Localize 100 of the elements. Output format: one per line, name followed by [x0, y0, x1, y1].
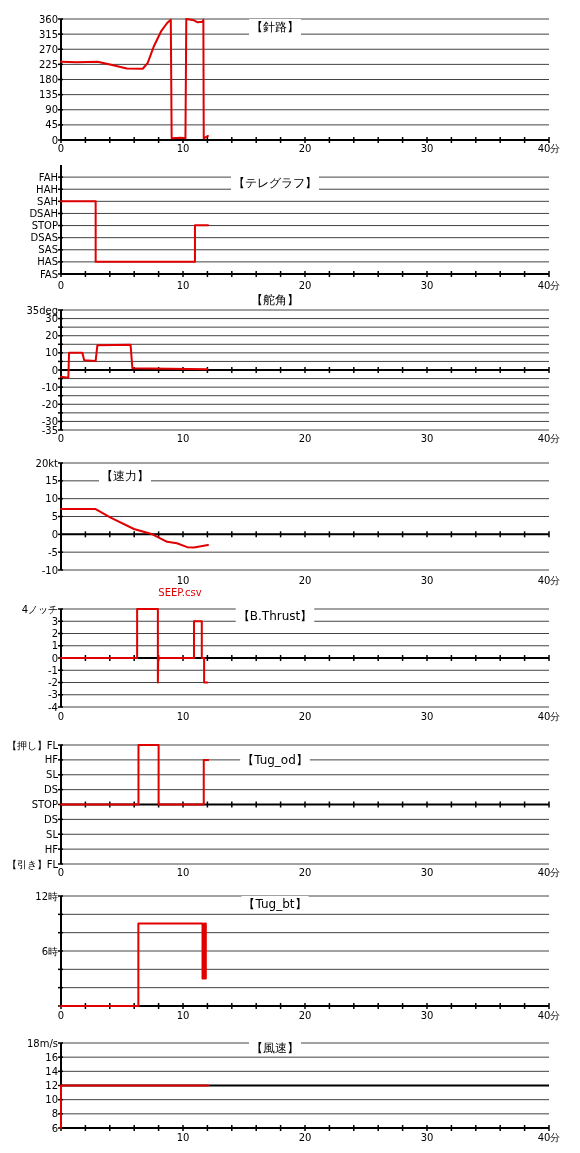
text: 【速力】 [101, 469, 149, 483]
y-tick-label: 15 [45, 475, 58, 487]
category-label: FAS [39, 268, 58, 280]
x-tick-label: 30 [420, 280, 434, 291]
text: SEEP.csv [158, 587, 202, 598]
x-tick-label: 40分 [537, 280, 561, 291]
y-tick-label: 360 [38, 13, 58, 25]
x-tick-label: 10 [176, 867, 190, 878]
category-label: SAS [38, 244, 58, 256]
category-label: DS [43, 784, 58, 796]
x-tick-label: 10 [176, 433, 190, 444]
x-tick-label: 30 [420, 1010, 434, 1021]
chart-title: 【風速】 [251, 1041, 299, 1055]
x-tick-label: 30 [420, 711, 434, 722]
x-tick-label: 20 [298, 1132, 312, 1143]
y-tick-label: -30 [41, 415, 58, 427]
x-tick-label: 20 [298, 143, 312, 154]
y-tick-label: -5 [48, 546, 58, 558]
y-tick-label: 10 [45, 493, 58, 505]
y-tick-label: 225 [38, 58, 58, 70]
y-tick-label: 14 [45, 1065, 58, 1077]
y-tick-label: 0 [51, 652, 58, 664]
y-tick-label: -3 [48, 689, 58, 701]
category-label: FAH [38, 171, 58, 183]
x-tick-label: 20 [298, 1010, 312, 1021]
x-tick-label: 30 [420, 575, 434, 586]
y-tick-label: 0 [51, 134, 58, 146]
category-label: HF [44, 754, 58, 766]
y-tick-label: 315 [38, 28, 58, 40]
chart-title: 【針路】 [251, 20, 299, 34]
y-tick-label: 6 [51, 1122, 58, 1134]
y-tick-label: 45 [45, 119, 58, 131]
chart-title: 【B.Thrust】 [237, 609, 313, 623]
y-tick-label: 270 [38, 43, 58, 55]
x-tick-label: 40分 [537, 711, 561, 722]
y-tick-label: 12 [45, 1080, 58, 1091]
line-series [60, 508, 210, 549]
x-tick-label: 40分 [537, 575, 561, 586]
x-tick-label: 30 [420, 433, 434, 444]
y-tick-label: -2 [48, 677, 58, 688]
category-label: 【引き】FL [6, 858, 58, 870]
x-tick-label: 20 [298, 575, 312, 586]
category-label: 【押し】FL [6, 739, 58, 751]
y-tick-label: -10 [41, 381, 58, 393]
y-tick-label: 20 [45, 330, 58, 342]
category-label: STOP [31, 220, 58, 232]
y-tick-label: 0 [51, 528, 58, 540]
category-label: SL [46, 769, 58, 781]
x-tick-label: 10 [176, 1010, 190, 1021]
x-tick-label: 10 [176, 280, 190, 291]
category-label: HAS [37, 256, 58, 268]
category-label: STOP [31, 799, 58, 810]
y-tick-label: 90 [45, 104, 58, 116]
y-tick-label: 20kt [35, 457, 59, 469]
x-tick-label: 10 [176, 575, 190, 586]
chart-title: 【テレグラフ】 [233, 176, 317, 190]
y-tick-label: 1 [51, 640, 58, 652]
y-tick-label: 2 [51, 628, 58, 639]
y-tick-label: 4ノッチ [21, 603, 58, 615]
x-tick-label: 20 [298, 711, 312, 722]
x-tick-label: 30 [420, 143, 434, 154]
y-tick-label: 135 [38, 89, 58, 101]
y-tick-label: -1 [48, 664, 58, 676]
y-tick-label: 35deg [26, 304, 58, 316]
x-tick-label: 30 [420, 867, 434, 878]
x-tick-label: 10 [176, 1132, 190, 1143]
category-label: HF [44, 843, 58, 855]
category-label: SL [46, 828, 58, 840]
y-tick-label: 3 [51, 615, 58, 627]
x-tick-label: 10 [176, 711, 190, 722]
chart-title: 【舵角】 [251, 293, 299, 307]
y-tick-label: -10 [41, 564, 58, 576]
x-tick-label: 40分 [537, 1010, 561, 1021]
y-tick-label: 0 [51, 364, 58, 376]
x-tick-label: 40分 [537, 1132, 561, 1143]
category-label: SAH [37, 195, 58, 207]
y-tick-label: 16 [45, 1051, 58, 1063]
category-label: DSAH [29, 207, 58, 219]
x-tick-label: 40分 [537, 143, 561, 154]
y-tick-label: 5 [51, 511, 58, 522]
y-tick-label: -20 [41, 398, 58, 410]
y-tick-label: 30 [45, 313, 58, 325]
category-label: HAH [36, 183, 58, 195]
x-tick-label: 30 [420, 1132, 434, 1143]
y-tick-label: 6時 [41, 945, 58, 957]
y-tick-label: -4 [48, 701, 58, 713]
category-label: DS [43, 813, 58, 825]
x-tick-label: 20 [298, 280, 312, 291]
y-tick-label: -35 [41, 424, 58, 436]
y-tick-label: 12時 [35, 890, 58, 902]
y-tick-label: 10 [45, 1094, 58, 1106]
text: 【Tug_od】 [242, 753, 308, 767]
line-series [60, 343, 209, 379]
y-tick-label: 8 [51, 1108, 58, 1120]
x-tick-label: 20 [298, 433, 312, 444]
line-series [60, 608, 209, 684]
category-label: DSAS [30, 232, 58, 244]
x-tick-label: 10 [176, 143, 190, 154]
x-tick-label: 20 [298, 867, 312, 878]
y-tick-label: 10 [45, 347, 58, 359]
